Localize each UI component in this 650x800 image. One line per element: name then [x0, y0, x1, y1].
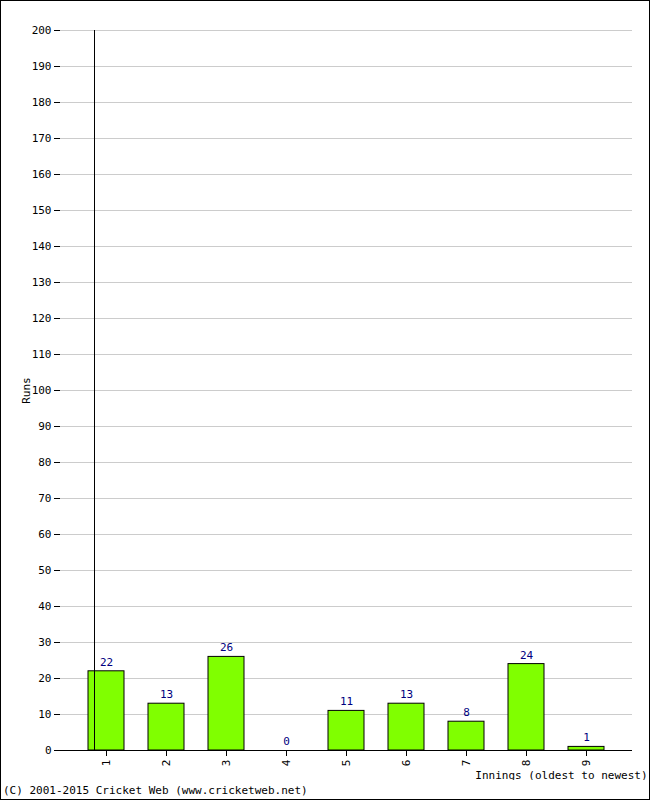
svg-text:9: 9 — [580, 760, 593, 767]
svg-text:160: 160 — [32, 168, 52, 181]
svg-text:0: 0 — [283, 735, 290, 748]
svg-text:1: 1 — [100, 760, 113, 767]
svg-text:90: 90 — [38, 420, 51, 433]
svg-text:40: 40 — [38, 600, 51, 613]
svg-text:4: 4 — [280, 759, 293, 766]
svg-text:180: 180 — [32, 96, 52, 109]
svg-text:22: 22 — [100, 656, 113, 669]
svg-text:140: 140 — [32, 240, 52, 253]
svg-text:5: 5 — [340, 760, 353, 767]
svg-text:100: 100 — [32, 384, 52, 397]
svg-text:120: 120 — [32, 312, 52, 325]
svg-text:80: 80 — [38, 456, 51, 469]
svg-text:190: 190 — [32, 60, 52, 73]
svg-text:60: 60 — [38, 528, 51, 541]
svg-text:30: 30 — [38, 636, 51, 649]
svg-text:13: 13 — [400, 688, 413, 701]
svg-text:11: 11 — [340, 695, 353, 708]
svg-text:150: 150 — [32, 204, 52, 217]
svg-text:70: 70 — [38, 492, 51, 505]
html-text:(C) 2001-2015 Cricket Web (www: (C) 2001-2015 Cricket Web (www.cricketwe… — [3, 784, 308, 797]
svg-text:10: 10 — [38, 708, 51, 721]
svg-text:26: 26 — [220, 641, 233, 654]
svg-text:7: 7 — [460, 760, 473, 767]
svg-text:20: 20 — [38, 672, 51, 685]
svg-text:1: 1 — [583, 731, 590, 744]
svg-text:Runs: Runs — [20, 377, 33, 404]
svg-text:130: 130 — [32, 276, 52, 289]
svg-text:2: 2 — [160, 760, 173, 767]
svg-text:8: 8 — [520, 760, 533, 767]
svg-text:8: 8 — [463, 706, 470, 719]
svg-text:13: 13 — [160, 688, 173, 701]
svg-text:6: 6 — [400, 760, 413, 767]
svg-text:200: 200 — [32, 24, 52, 37]
svg-text:170: 170 — [32, 132, 52, 145]
svg-text:24: 24 — [520, 649, 534, 662]
svg-text:Innings (oldest to newest): Innings (oldest to newest) — [475, 769, 647, 781]
svg-text:110: 110 — [32, 348, 52, 361]
svg-text:50: 50 — [38, 564, 51, 577]
svg-text:0: 0 — [45, 744, 52, 757]
svg-text:3: 3 — [220, 760, 233, 767]
